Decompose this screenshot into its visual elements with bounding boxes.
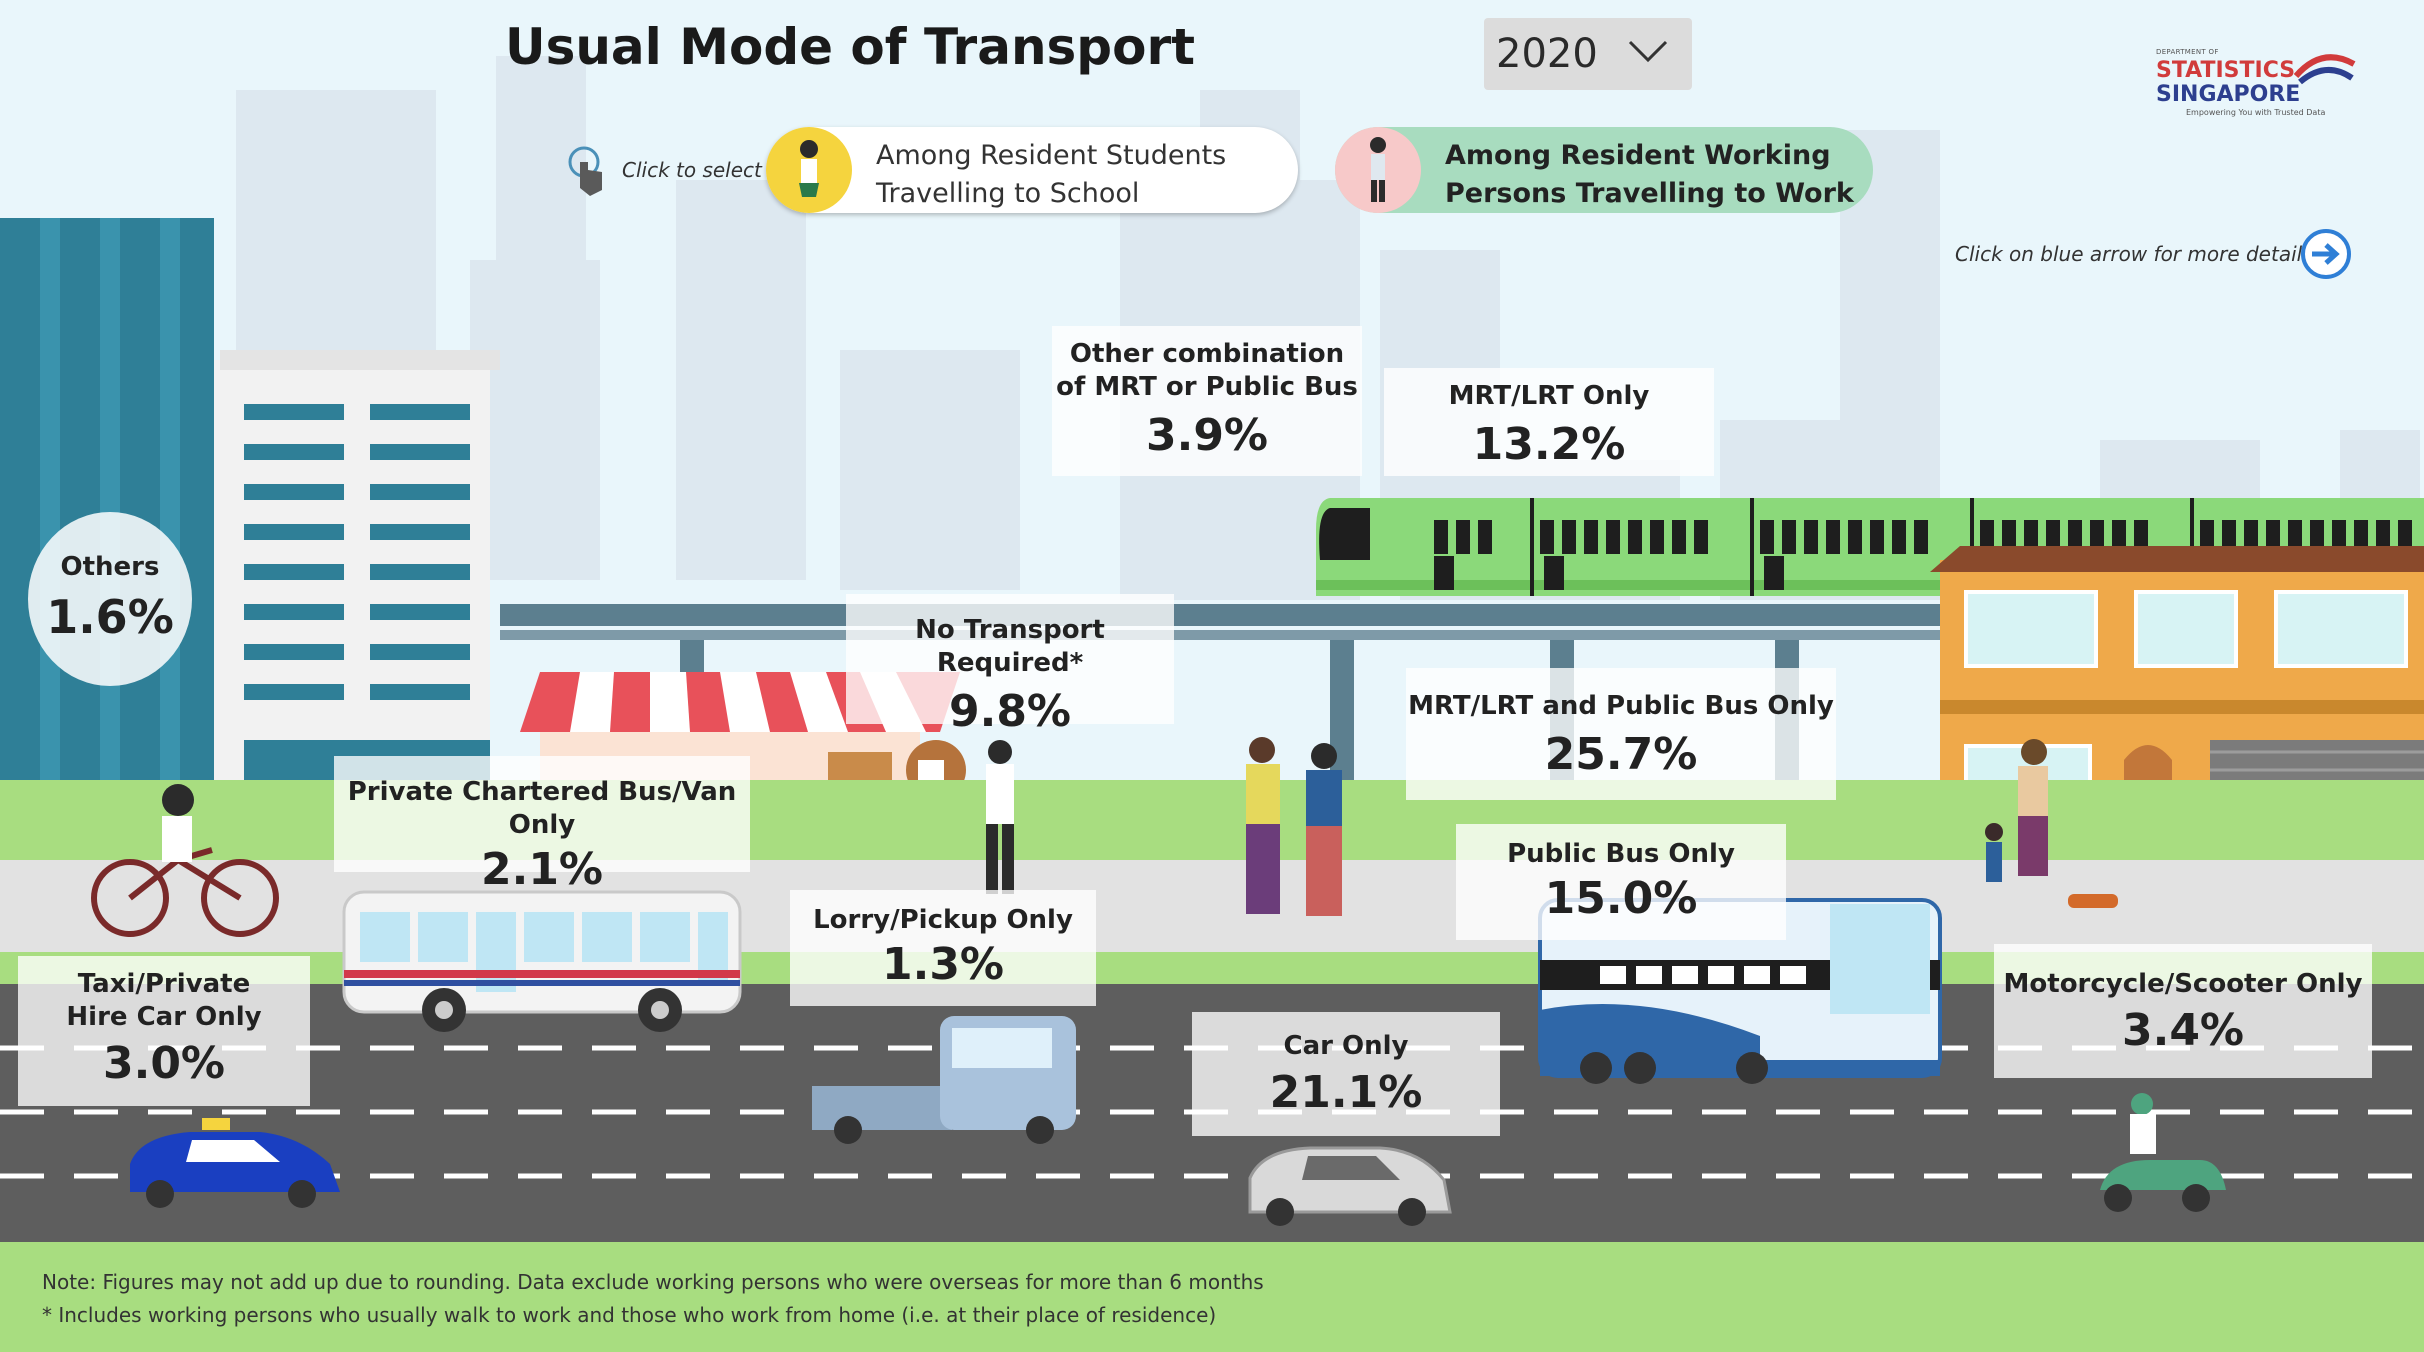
card-public-bus[interactable]: Public Bus Only 15.0%	[1456, 824, 1786, 940]
card-label: MRT/LRT and Public Bus Only	[1408, 691, 1834, 721]
card-label: MRT/LRT Only	[1448, 381, 1650, 411]
bottom-band	[0, 1242, 2424, 1352]
card-value: 9.8%	[948, 686, 1072, 737]
double-decker-bus	[1538, 898, 1942, 1084]
car	[1248, 1146, 1452, 1226]
tab-students-label: Among Resident Students Travelling to Sc…	[876, 140, 1227, 209]
card-label: Taxi/Private	[77, 969, 251, 999]
logo-name-line1: STATISTICS	[2156, 58, 2296, 83]
logo-tagline: Empowering You with Trusted Data	[2186, 108, 2326, 117]
card-label: Lorry/Pickup Only	[813, 905, 1073, 935]
pedestrians	[986, 737, 2118, 916]
white-bus	[342, 890, 742, 1032]
tab-workers-label: Among Resident Working Persons Travellin…	[1445, 140, 1854, 209]
lorry	[812, 1016, 1076, 1144]
card-value: 3.9%	[1145, 410, 1269, 461]
card-private-chartered-bus[interactable]: Private Chartered Bus/Van Only 2.1%	[334, 756, 750, 895]
card-value: 13.2%	[1472, 419, 1626, 470]
tab-resident-working-persons[interactable]: Among Resident Working Persons Travellin…	[1335, 127, 1873, 213]
card-value: 3.0%	[102, 1038, 226, 1089]
year-dropdown[interactable]: 2020	[1484, 18, 1692, 90]
card-value: 1.6%	[46, 590, 174, 644]
card-mrt-only[interactable]: MRT/LRT Only 13.2%	[1384, 368, 1714, 476]
card-label: No Transport Required*	[915, 615, 1105, 678]
page-title: Usual Mode of Transport	[504, 18, 1196, 76]
card-label: Public Bus Only	[1507, 839, 1735, 869]
motorcycle	[2100, 1093, 2226, 1212]
tab-resident-students[interactable]: Among Resident Students Travelling to Sc…	[766, 127, 1298, 213]
click-to-select-hint: Click to select	[566, 146, 762, 203]
year-dropdown-value: 2020	[1496, 31, 1598, 77]
card-label: Private Chartered Bus/Van Only	[347, 777, 737, 840]
card-label: of MRT or Public Bus	[1056, 372, 1358, 402]
chevron-down-icon	[1628, 40, 1668, 63]
card-value: 1.3%	[881, 939, 1005, 990]
blue-arrow-icon[interactable]	[2300, 228, 2352, 280]
footnote-2: * Includes working persons who usually w…	[42, 1303, 1217, 1327]
card-label: Other combination	[1069, 339, 1345, 369]
department-logo: DEPARTMENT OF STATISTICS SINGAPORE Empow…	[2152, 44, 2362, 124]
taxi	[130, 1118, 340, 1208]
card-lorry-pickup[interactable]: Lorry/Pickup Only 1.3%	[790, 890, 1096, 1006]
card-value: 25.7%	[1544, 729, 1698, 780]
card-value: 3.4%	[2121, 1005, 2245, 1056]
card-value: 15.0%	[1544, 873, 1698, 924]
card-label: Motorcycle/Scooter Only	[2003, 969, 2363, 999]
card-no-transport[interactable]: No Transport Required* 9.8%	[846, 594, 1174, 737]
card-motorcycle-scooter[interactable]: Motorcycle/Scooter Only 3.4%	[1994, 944, 2372, 1078]
card-mrt-and-bus[interactable]: MRT/LRT and Public Bus Only 25.7%	[1406, 668, 1836, 800]
card-car-only[interactable]: Car Only 21.1%	[1192, 1012, 1500, 1136]
logo-name-line2: SINGAPORE	[2156, 82, 2301, 107]
logo-swirl-icon	[2293, 54, 2356, 85]
card-value: 2.1%	[480, 844, 604, 895]
cyclist	[91, 784, 279, 937]
click-to-select-text: Click to select	[622, 158, 762, 182]
card-other-combination[interactable]: Other combination of MRT or Public Bus 3…	[1052, 326, 1362, 476]
card-label: Others	[60, 552, 160, 582]
card-taxi-private-hire[interactable]: Taxi/Private Hire Car Only 3.0%	[18, 956, 310, 1106]
logo-dept-line: DEPARTMENT OF	[2156, 48, 2219, 56]
card-others[interactable]: Others 1.6%	[28, 512, 192, 686]
worker-avatar-icon	[1335, 127, 1421, 213]
footnotes: Note: Figures may not add up due to roun…	[42, 1266, 1264, 1332]
student-avatar-icon	[766, 127, 852, 213]
footnote-1: Note: Figures may not add up due to roun…	[42, 1270, 1264, 1294]
card-label: Car Only	[1283, 1031, 1409, 1061]
tap-hand-icon	[568, 146, 602, 196]
more-details-hint: Click on blue arrow for more details	[1955, 242, 2313, 266]
card-value: 21.1%	[1269, 1067, 1423, 1118]
card-label: Hire Car Only	[66, 1002, 262, 1032]
